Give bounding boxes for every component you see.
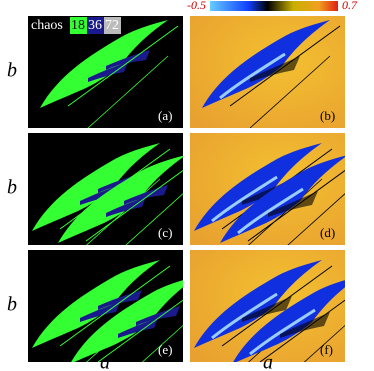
legend-swatch [70,17,87,34]
legend-item: 18 [71,18,85,33]
y-axis-label: b [7,60,17,82]
x-axis-label: a [263,352,273,371]
panel-c [28,133,183,245]
legend-item: 72 [105,18,119,33]
panel-e [28,250,183,362]
panel-label: (b) [320,108,335,123]
y-axis-label: b [7,177,17,199]
colorbar [210,1,338,11]
legend-swatch [87,17,104,34]
panel-b [190,16,345,128]
panel-a [28,16,183,128]
legend-item: 36 [88,18,102,33]
colorbar-max: 0.7 [342,0,358,12]
panel-label: (e) [158,342,172,357]
panel-label: (d) [320,225,335,240]
legend-swatch [104,17,121,34]
panel-d [190,133,345,245]
y-axis-label: b [7,294,17,316]
panel-f [190,250,345,362]
panel-label: (c) [158,225,172,240]
panel-label: (a) [158,108,172,123]
panel-label: (f) [320,342,333,357]
legend: chaos 18 36 72 [31,17,121,34]
colorbar-min: -0.5 [187,0,206,12]
x-axis-label: a [100,352,110,371]
legend-title: chaos [31,18,63,33]
